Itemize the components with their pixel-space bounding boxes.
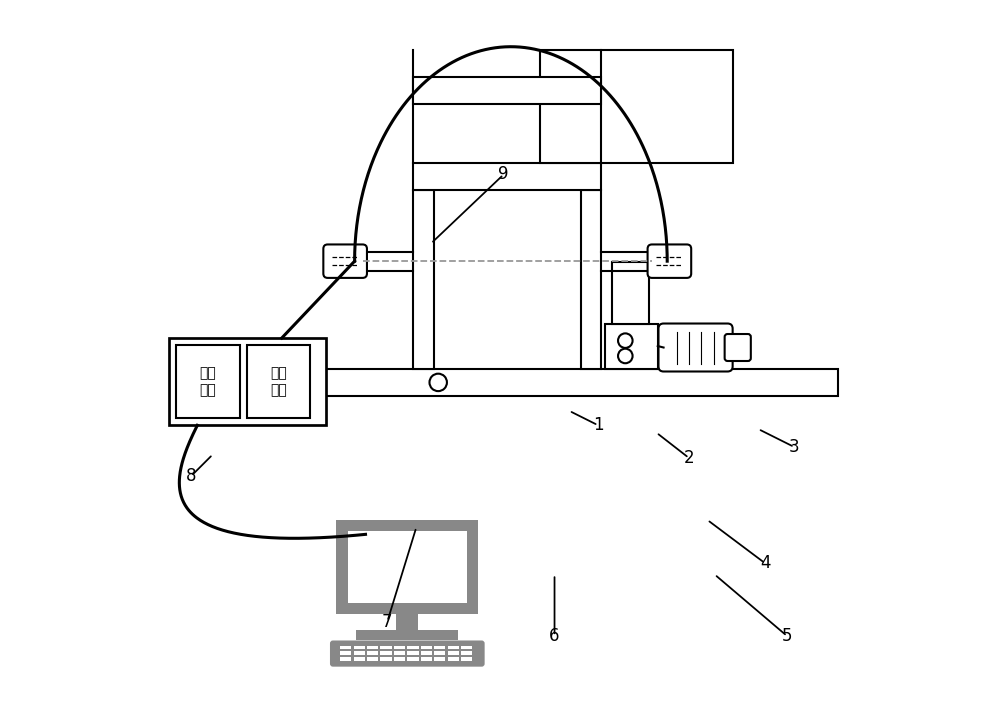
Bar (461, 657, 472, 661)
Bar (380, 657, 392, 661)
Bar (340, 646, 351, 649)
Text: 3: 3 (789, 438, 800, 456)
FancyBboxPatch shape (323, 244, 367, 278)
Bar (407, 646, 419, 649)
Bar (356, 630, 458, 640)
Bar (421, 651, 432, 655)
Bar (394, 646, 405, 649)
FancyBboxPatch shape (648, 244, 691, 278)
Text: 2: 2 (684, 449, 694, 467)
Bar (421, 657, 432, 661)
Text: 8: 8 (186, 467, 196, 485)
Bar (413, 190, 434, 369)
Bar (367, 651, 378, 655)
Bar (354, 657, 365, 661)
Bar (448, 651, 459, 655)
Bar (380, 646, 392, 649)
Bar (407, 651, 419, 655)
Bar (380, 651, 392, 655)
Bar (348, 531, 467, 603)
Bar (367, 646, 378, 649)
Bar (605, 324, 658, 369)
Bar (448, 657, 459, 661)
Text: 6: 6 (549, 627, 560, 645)
Text: 1: 1 (593, 417, 603, 434)
Bar (340, 651, 351, 655)
Text: 5: 5 (782, 627, 792, 645)
Text: 通信
模块: 通信 模块 (200, 366, 216, 397)
Bar (169, 338, 326, 425)
Bar (336, 520, 478, 614)
FancyBboxPatch shape (725, 334, 751, 361)
Text: 4: 4 (760, 555, 771, 572)
FancyBboxPatch shape (330, 640, 485, 667)
Bar (394, 651, 405, 655)
Bar (461, 646, 472, 649)
Bar (354, 651, 365, 655)
Bar (461, 651, 472, 655)
Bar (354, 646, 365, 649)
Bar (421, 646, 432, 649)
Bar (367, 657, 378, 661)
Bar (396, 614, 418, 630)
FancyBboxPatch shape (658, 324, 733, 371)
Bar (581, 190, 601, 369)
Bar (434, 651, 445, 655)
Bar (612, 262, 649, 324)
Bar (540, 50, 733, 163)
Bar (434, 646, 445, 649)
Text: 调理
模块: 调理 模块 (270, 366, 287, 397)
Bar (394, 657, 405, 661)
Bar (434, 657, 445, 661)
Bar (296, 369, 838, 396)
Text: 9: 9 (498, 166, 509, 183)
Bar (340, 657, 351, 661)
Bar (413, 163, 601, 190)
Text: 7: 7 (382, 613, 393, 630)
Bar (407, 657, 419, 661)
Bar (448, 646, 459, 649)
Bar (247, 345, 310, 418)
Bar (176, 345, 240, 418)
Bar (413, 76, 601, 104)
